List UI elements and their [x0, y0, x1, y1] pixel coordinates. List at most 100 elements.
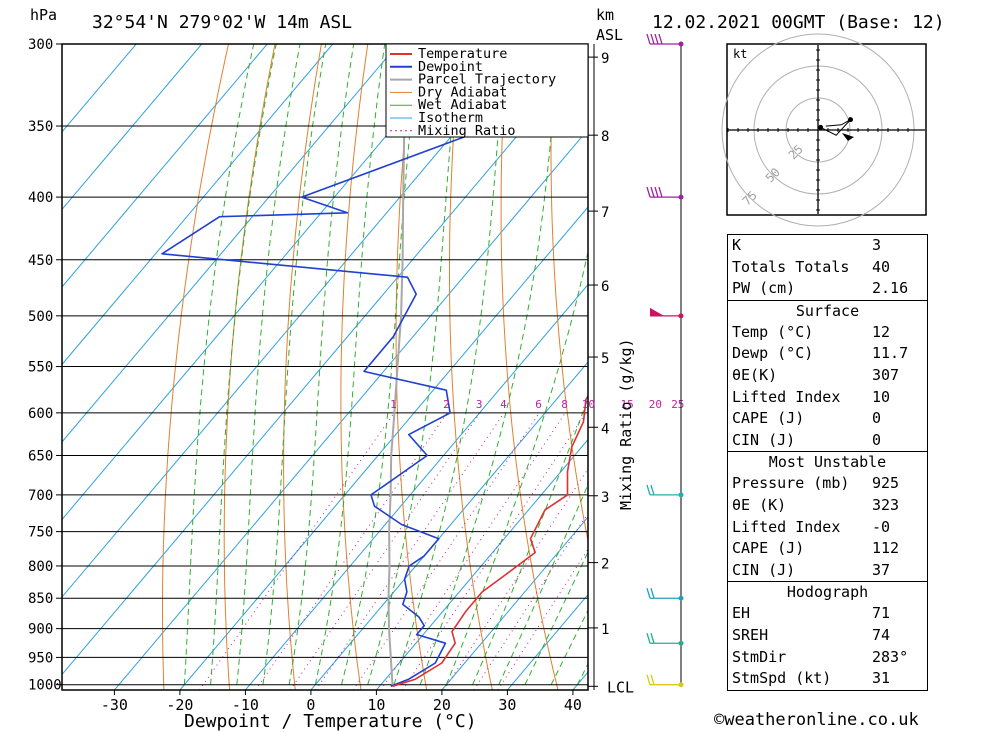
index-row: Dewp (°C) 11.7 — [728, 343, 927, 365]
mixing-ratio-line — [352, 412, 540, 690]
wet-adiabat-line — [236, 44, 301, 685]
wet-adiabat-line — [419, 44, 560, 685]
wind-barb — [646, 588, 684, 601]
km-tick-label: 3 — [601, 490, 609, 506]
dry-adiabat-line — [162, 44, 229, 690]
index-row: Lifted Index -0 — [728, 517, 927, 539]
credit-text: ©weatheronline.co.uk — [714, 710, 919, 730]
legend-label: Isotherm — [418, 110, 483, 126]
wind-barb — [650, 307, 684, 319]
pressure-tick-label: 650 — [28, 448, 53, 464]
surface-title: Surface — [795, 301, 860, 320]
wet-adiabat-line — [210, 44, 277, 685]
km-tick-label: 8 — [601, 129, 609, 145]
temp-tick-label: 0 — [306, 696, 315, 714]
index-label: Totals Totals — [732, 257, 850, 276]
index-value: -0 — [872, 517, 891, 536]
mixing-ratio-label: 3 — [476, 398, 483, 411]
temp-tick-label: 40 — [564, 696, 582, 714]
temp-tick-label: 30 — [498, 696, 516, 714]
temp-tick-label: -30 — [101, 696, 128, 714]
index-label: θE (K) — [732, 495, 787, 514]
wind-barbs — [646, 33, 684, 688]
wind-barb — [646, 186, 684, 200]
wind-barb-pennant — [650, 307, 664, 316]
km-tick-label: 6 — [601, 279, 609, 295]
general-indices: K 3 Totals Totals 40 PW (cm) 2.16 — [728, 235, 927, 300]
index-value: 10 — [872, 387, 891, 406]
left-unit-label: hPa — [30, 6, 57, 24]
profiles — [161, 44, 588, 688]
km-tick-label: 5 — [601, 351, 609, 367]
wind-barb-flag — [650, 33, 655, 45]
temp-tick-label: -20 — [166, 696, 193, 714]
wind-barb-flag — [658, 33, 663, 45]
index-value: 74 — [872, 625, 891, 644]
temperature-line — [392, 394, 588, 688]
index-label: Temp (°C) — [732, 322, 814, 341]
wind-barb-flag — [646, 33, 651, 45]
index-row: StmSpd (kt) 31 — [728, 668, 927, 690]
index-label: CIN (J) — [732, 430, 796, 449]
isotherm-line — [62, 44, 334, 366]
km-unit-label: km — [596, 6, 614, 24]
index-row: CAPE (J) 112 — [728, 538, 927, 560]
index-value: 323 — [872, 495, 900, 514]
legend-label: Mixing Ratio — [418, 123, 516, 139]
index-row: CIN (J) 37 — [728, 560, 927, 582]
pressure-tick-label: 450 — [28, 253, 53, 269]
pressure-tick-label: 300 — [28, 37, 53, 53]
index-label: θE(K) — [732, 365, 778, 384]
index-label: Dewp (°C) — [732, 344, 814, 363]
index-row: CIN (J) 0 — [728, 430, 927, 452]
km-tick-label: 1 — [601, 622, 609, 638]
index-label: StmSpd (kt) — [732, 669, 832, 688]
storm-motion-arrow — [842, 133, 854, 141]
km-tick-label: 7 — [601, 205, 609, 221]
index-value: 31 — [872, 669, 891, 688]
mixing-ratio-label: 6 — [535, 398, 542, 411]
pressure-tick-label: 900 — [28, 622, 53, 638]
dry-adiabat-line — [550, 44, 588, 544]
mixing-ratio-label: 4 — [500, 398, 507, 411]
most-unstable-title: Most Unstable — [768, 453, 887, 472]
mixing-ratio-line — [380, 412, 566, 690]
wet-adiabat-line — [314, 44, 386, 685]
legend-box — [385, 43, 589, 138]
wet-adiabat-line — [183, 44, 255, 685]
index-value: 37 — [872, 560, 891, 579]
wind-barb-flag — [646, 633, 651, 644]
wet-adiabat-line — [341, 44, 421, 685]
km-tick-label: 9 — [601, 51, 609, 67]
mixing-ratio-label: 15 — [621, 398, 634, 411]
dry-adiabat-line — [500, 44, 559, 690]
dry-adiabat-line — [340, 44, 369, 690]
temp-tick-label: 10 — [367, 696, 385, 714]
wind-barb-flag — [650, 186, 655, 198]
wet-adiabat-line — [472, 397, 588, 685]
surface-indices: Surface Temp (°C) 12 Dewp (°C) 11.7 θE(K) 307… — [728, 299, 927, 452]
index-value: 40 — [872, 257, 891, 276]
index-row: EH 71 — [728, 603, 927, 625]
dry-adiabat-line — [283, 44, 322, 690]
index-value: 0 — [872, 409, 882, 428]
wind-barb — [646, 674, 684, 688]
index-row: StmDir 283° — [728, 647, 927, 669]
wind-barb — [646, 484, 684, 498]
wet-adiabat-line — [367, 44, 461, 685]
index-label: Pressure (mb) — [732, 474, 850, 493]
pressure-tick-label: 750 — [28, 525, 53, 541]
dry-adiabat-line — [449, 44, 493, 690]
mixing-ratio-label: 10 — [582, 398, 595, 411]
dry-adiabat-line — [223, 44, 276, 690]
index-row: SREH 74 — [728, 625, 927, 647]
isotherm-line — [62, 44, 203, 211]
wind-barb-flag — [650, 674, 655, 685]
mixing-ratio-lines — [199, 412, 588, 690]
x-axis-title: Dewpoint / Temperature (°C) — [184, 711, 477, 732]
dry-adiabat-line — [600, 44, 690, 690]
index-value: 112 — [872, 539, 900, 558]
